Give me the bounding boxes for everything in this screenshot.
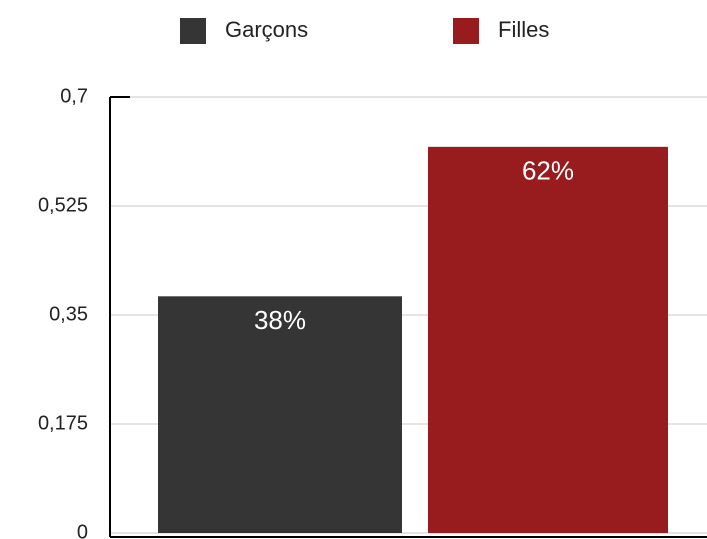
y-tick-label: 0,525 (38, 194, 88, 216)
y-tick-label: 0 (77, 521, 88, 539)
bar (158, 296, 402, 533)
y-tick-label: 0,175 (38, 412, 88, 434)
y-tick-label: 0,35 (49, 303, 88, 325)
legend-swatch (180, 18, 206, 44)
data-label: 38% (254, 305, 306, 335)
bar (428, 146, 668, 534)
legend-label: Garçons (225, 17, 308, 42)
y-tick-label: 0,7 (60, 85, 88, 107)
legend-swatch (453, 18, 479, 44)
legend-label: Filles (498, 17, 549, 42)
data-label: 62% (522, 156, 574, 186)
